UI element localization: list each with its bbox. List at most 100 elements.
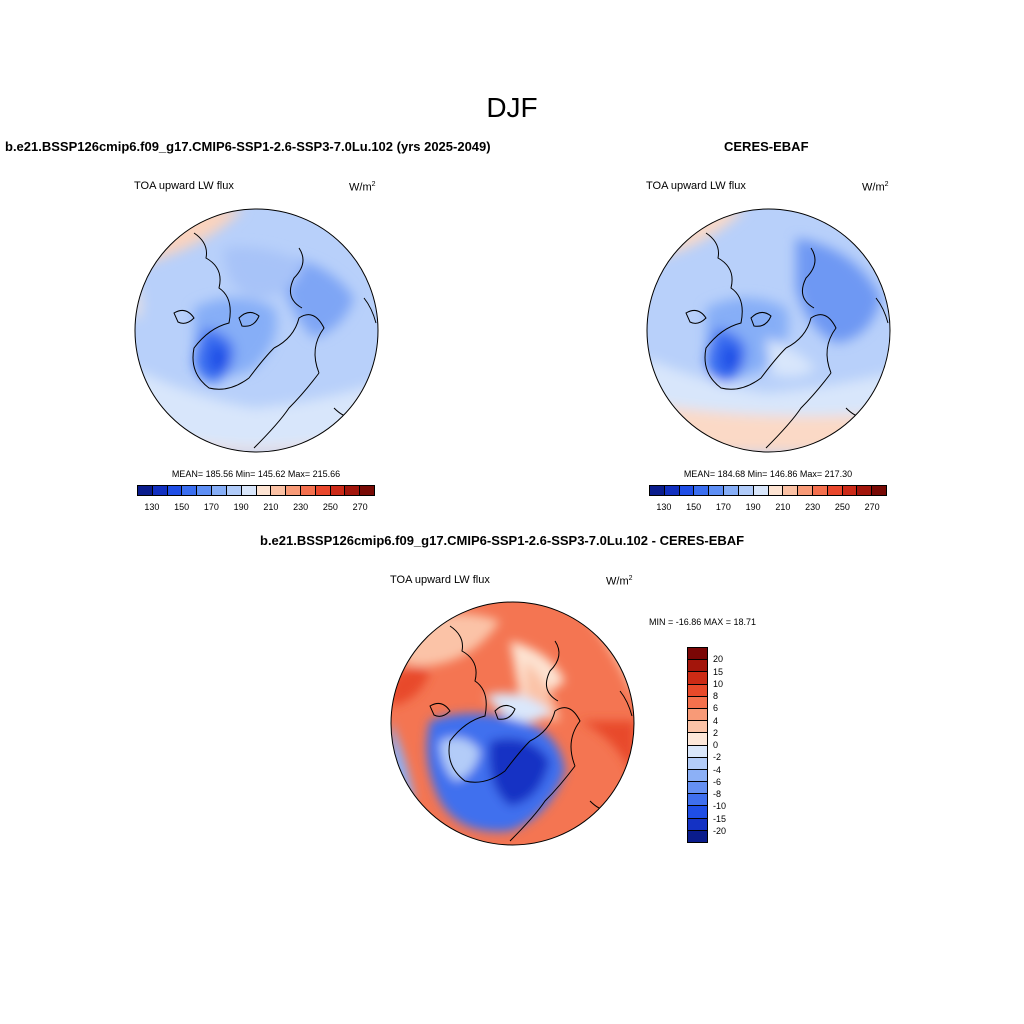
colorbar-swatch: [360, 486, 374, 495]
diff-colorbar-ticks: 20 15 10 8 6 4 2 0 -2 -4 -6 -8 -10 -15 -20: [713, 647, 743, 843]
colorbar-swatch: [226, 486, 242, 495]
colorbar-swatch: [738, 486, 754, 495]
colorbar-swatch: [688, 721, 707, 734]
colorbar-tick-label: 230: [293, 502, 309, 512]
colorbar-swatch: [138, 486, 153, 495]
colorbar-swatch: [688, 745, 707, 758]
obs-colorbar-ticks: 130 150 170 190 210 230 250 270: [649, 502, 887, 514]
colorbar-swatch: [798, 486, 813, 495]
colorbar-swatch: [688, 757, 707, 770]
colorbar-swatch: [753, 486, 769, 495]
colorbar-swatch: [783, 486, 799, 495]
obs-panel-title: CERES-EBAF: [724, 139, 809, 154]
colorbar-tick-label: 150: [174, 502, 190, 512]
colorbar-swatch: [286, 486, 301, 495]
colorbar-swatch: [688, 794, 707, 807]
colorbar-swatch: [271, 486, 287, 495]
colorbar-swatch: [827, 486, 843, 495]
model-panel-title: b.e21.BSSP126cmip6.f09_g17.CMIP6-SSP1-2.…: [5, 139, 491, 154]
obs-colorbar: [649, 485, 887, 496]
colorbar-swatch: [330, 486, 346, 495]
colorbar-tick-label: 4: [713, 715, 719, 726]
model-units: W/m2: [349, 181, 376, 194]
colorbar-swatch: [152, 486, 168, 495]
colorbar-tick-label: 2: [713, 727, 719, 738]
colorbar-swatch: [679, 486, 695, 495]
diff-variable-label: TOA upward LW flux: [390, 574, 490, 586]
colorbar-swatch: [664, 486, 680, 495]
model-variable-label: TOA upward LW flux: [134, 180, 234, 192]
colorbar-tick-label: 190: [745, 502, 761, 512]
colorbar-tick-label: 170: [203, 502, 219, 512]
colorbar-swatch: [688, 818, 707, 831]
colorbar-swatch: [688, 830, 707, 842]
colorbar-tick-label: 130: [656, 502, 672, 512]
colorbar-swatch: [650, 486, 665, 495]
colorbar-swatch: [688, 733, 707, 746]
colorbar-tick-label: 8: [713, 691, 719, 701]
obs-polar-map: [646, 208, 891, 453]
diff-stats: MIN = -16.86 MAX = 18.71: [649, 617, 757, 627]
diff-colorbar: [687, 647, 708, 843]
colorbar-tick-label: 10: [713, 678, 724, 689]
obs-variable-label: TOA upward LW flux: [646, 180, 746, 192]
colorbar-tick-label: 270: [864, 502, 880, 512]
diff-polar-map: [390, 601, 635, 846]
colorbar-swatch: [857, 486, 873, 495]
obs-units: W/m2: [862, 181, 889, 194]
colorbar-tick-label: -20: [713, 825, 727, 836]
colorbar-swatch: [167, 486, 183, 495]
colorbar-swatch: [694, 486, 710, 495]
season-title: DJF: [486, 92, 538, 123]
colorbar-swatch: [315, 486, 331, 495]
model-colorbar: [137, 485, 375, 496]
colorbar-tick-label: 15: [713, 666, 724, 677]
colorbar-swatch: [197, 486, 213, 495]
colorbar-tick-label: -4: [713, 764, 722, 775]
colorbar-tick-label: 210: [775, 502, 791, 512]
colorbar-swatch: [688, 648, 707, 661]
colorbar-tick-label: 250: [834, 502, 850, 512]
colorbar-swatch: [724, 486, 739, 495]
colorbar-swatch: [842, 486, 858, 495]
colorbar-swatch: [345, 486, 361, 495]
colorbar-swatch: [256, 486, 272, 495]
model-polar-map: [134, 208, 379, 453]
colorbar-swatch: [768, 486, 784, 495]
colorbar-tick-label: -6: [713, 776, 722, 787]
diff-units: W/m2: [606, 575, 633, 588]
colorbar-tick-label: 0: [713, 740, 719, 750]
colorbar-tick-label: -15: [713, 813, 727, 824]
colorbar-tick-label: 170: [715, 502, 731, 512]
colorbar-swatch: [182, 486, 198, 495]
colorbar-swatch: [241, 486, 257, 495]
colorbar-swatch: [688, 782, 707, 795]
colorbar-swatch: [688, 806, 707, 819]
colorbar-swatch: [688, 672, 707, 685]
colorbar-tick-label: 210: [263, 502, 279, 512]
colorbar-swatch: [688, 769, 707, 783]
colorbar-tick-label: -10: [713, 801, 727, 812]
model-colorbar-ticks: 130 150 170 190 210 230 250 270: [137, 502, 375, 514]
colorbar-swatch: [212, 486, 227, 495]
colorbar-swatch: [688, 696, 707, 709]
colorbar-tick-label: 190: [233, 502, 249, 512]
obs-stats: MEAN= 184.68 Min= 146.86 Max= 217.30: [683, 469, 853, 479]
colorbar-swatch: [688, 684, 707, 697]
colorbar-swatch: [709, 486, 725, 495]
diff-panel-title: b.e21.BSSP126cmip6.f09_g17.CMIP6-SSP1-2.…: [260, 533, 745, 548]
colorbar-tick-label: 20: [713, 654, 724, 665]
colorbar-tick-label: 6: [713, 703, 719, 714]
colorbar-tick-label: 130: [144, 502, 160, 512]
colorbar-tick-label: -2: [713, 752, 722, 763]
colorbar-swatch: [872, 486, 886, 495]
model-stats: MEAN= 185.56 Min= 145.62 Max= 215.66: [171, 469, 341, 479]
colorbar-tick-label: 230: [805, 502, 821, 512]
colorbar-swatch: [812, 486, 828, 495]
colorbar-swatch: [300, 486, 316, 495]
colorbar-tick-label: 270: [352, 502, 368, 512]
colorbar-tick-label: 250: [322, 502, 338, 512]
colorbar-swatch: [688, 660, 707, 673]
colorbar-tick-label: -8: [713, 789, 722, 799]
colorbar-tick-label: 150: [686, 502, 702, 512]
